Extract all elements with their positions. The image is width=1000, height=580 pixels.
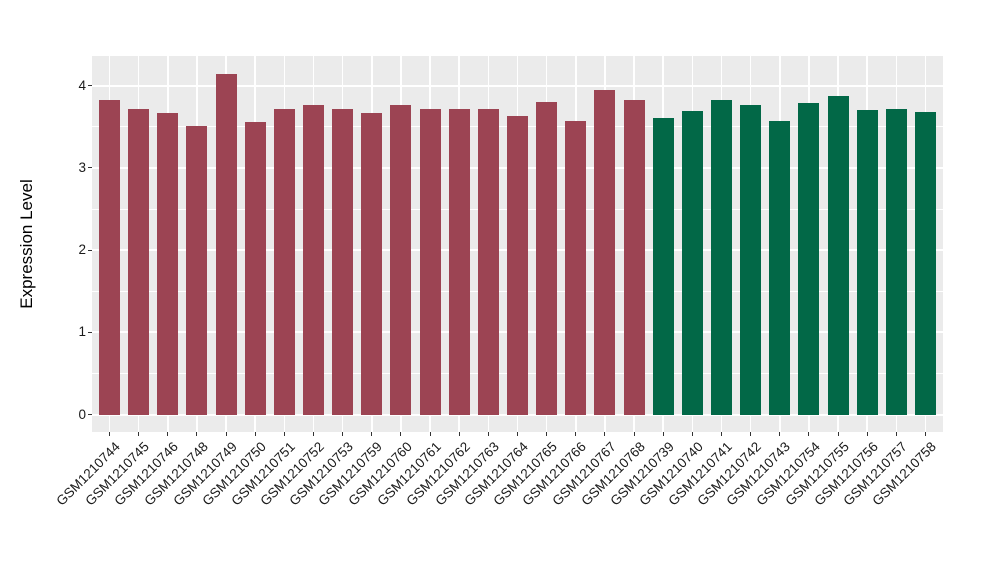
x-tick-mark-GSM1210742 xyxy=(750,432,752,436)
bar-GSM1210756 xyxy=(856,110,878,415)
x-tick-mark-GSM1210757 xyxy=(895,432,897,436)
bar-GSM1210740 xyxy=(681,111,703,415)
x-tick-mark-GSM1210761 xyxy=(429,432,431,436)
x-tick-mark-GSM1210763 xyxy=(487,432,489,436)
x-tick-mark-GSM1210741 xyxy=(721,432,722,436)
bar-GSM1210759 xyxy=(361,112,383,415)
bar-GSM1210754 xyxy=(798,102,820,415)
y-tick-mark-4 xyxy=(88,85,92,87)
bar-GSM1210751 xyxy=(273,109,295,415)
bar-GSM1210767 xyxy=(594,89,616,415)
x-tick-mark-GSM1210756 xyxy=(866,432,868,436)
bar-GSM1210768 xyxy=(623,100,645,415)
x-tick-mark-GSM1210768 xyxy=(633,432,635,436)
bar-GSM1210748 xyxy=(186,125,208,415)
x-tick-mark-GSM1210750 xyxy=(254,432,256,436)
x-tick-mark-GSM1210755 xyxy=(837,432,839,436)
bar-GSM1210765 xyxy=(536,102,558,415)
plot-panel xyxy=(92,56,943,432)
x-tick-mark-GSM1210740 xyxy=(691,432,693,436)
bar-GSM1210763 xyxy=(477,109,499,415)
y-tick-label-1: 1 xyxy=(78,324,86,340)
bar-GSM1210755 xyxy=(827,96,849,415)
x-tick-mark-GSM1210752 xyxy=(312,432,314,436)
bar-GSM1210743 xyxy=(769,120,791,415)
x-tick-mark-GSM1210766 xyxy=(575,432,577,436)
x-tick-mark-GSM1210754 xyxy=(808,432,810,436)
bar-GSM1210758 xyxy=(915,111,936,415)
y-tick-mark-0 xyxy=(88,414,92,416)
bar-GSM1210757 xyxy=(885,108,907,415)
x-tick-mark-GSM1210748 xyxy=(196,432,198,436)
y-tick-label-2: 2 xyxy=(78,242,86,258)
bar-GSM1210766 xyxy=(565,120,587,415)
x-tick-mark-GSM1210745 xyxy=(138,432,140,436)
x-tick-mark-GSM1210762 xyxy=(458,432,460,436)
x-tick-mark-GSM1210749 xyxy=(225,432,227,436)
y-axis-title: Expression Level xyxy=(17,179,36,309)
bar-GSM1210752 xyxy=(302,105,324,415)
x-tick-mark-GSM1210751 xyxy=(283,432,285,436)
bar-GSM1210741 xyxy=(711,100,732,415)
bar-GSM1210739 xyxy=(652,117,674,415)
y-tick-mark-2 xyxy=(88,249,92,251)
x-tick-mark-GSM1210759 xyxy=(371,432,373,436)
x-tick-mark-GSM1210765 xyxy=(546,432,548,436)
bar-GSM1210762 xyxy=(448,109,470,415)
bar-GSM1210760 xyxy=(390,104,412,415)
bar-GSM1210761 xyxy=(419,108,441,415)
y-tick-mark-1 xyxy=(88,331,92,333)
bar-GSM1210746 xyxy=(157,112,179,415)
bar-GSM1210753 xyxy=(332,109,354,415)
x-tick-mark-GSM1210760 xyxy=(400,432,402,436)
bar-GSM1210742 xyxy=(740,104,762,415)
x-tick-mark-GSM1210758 xyxy=(925,432,926,436)
x-tick-mark-GSM1210753 xyxy=(342,432,344,436)
y-tick-mark-3 xyxy=(88,167,92,169)
y-tick-label-4: 4 xyxy=(78,77,86,93)
bar-GSM1210745 xyxy=(128,109,150,415)
x-tick-mark-GSM1210764 xyxy=(517,432,518,436)
bar-GSM1210749 xyxy=(215,74,237,415)
y-tick-label-3: 3 xyxy=(78,159,86,175)
bar-GSM1210750 xyxy=(244,121,266,415)
x-tick-mark-GSM1210767 xyxy=(604,432,606,436)
x-tick-mark-GSM1210743 xyxy=(779,432,781,436)
bar-GSM1210764 xyxy=(507,116,528,415)
y-tick-label-0: 0 xyxy=(78,406,86,422)
bar-GSM1210744 xyxy=(98,99,120,415)
x-tick-mark-GSM1210746 xyxy=(167,432,169,436)
x-tick-mark-GSM1210739 xyxy=(662,432,664,436)
x-tick-mark-GSM1210744 xyxy=(108,432,110,436)
